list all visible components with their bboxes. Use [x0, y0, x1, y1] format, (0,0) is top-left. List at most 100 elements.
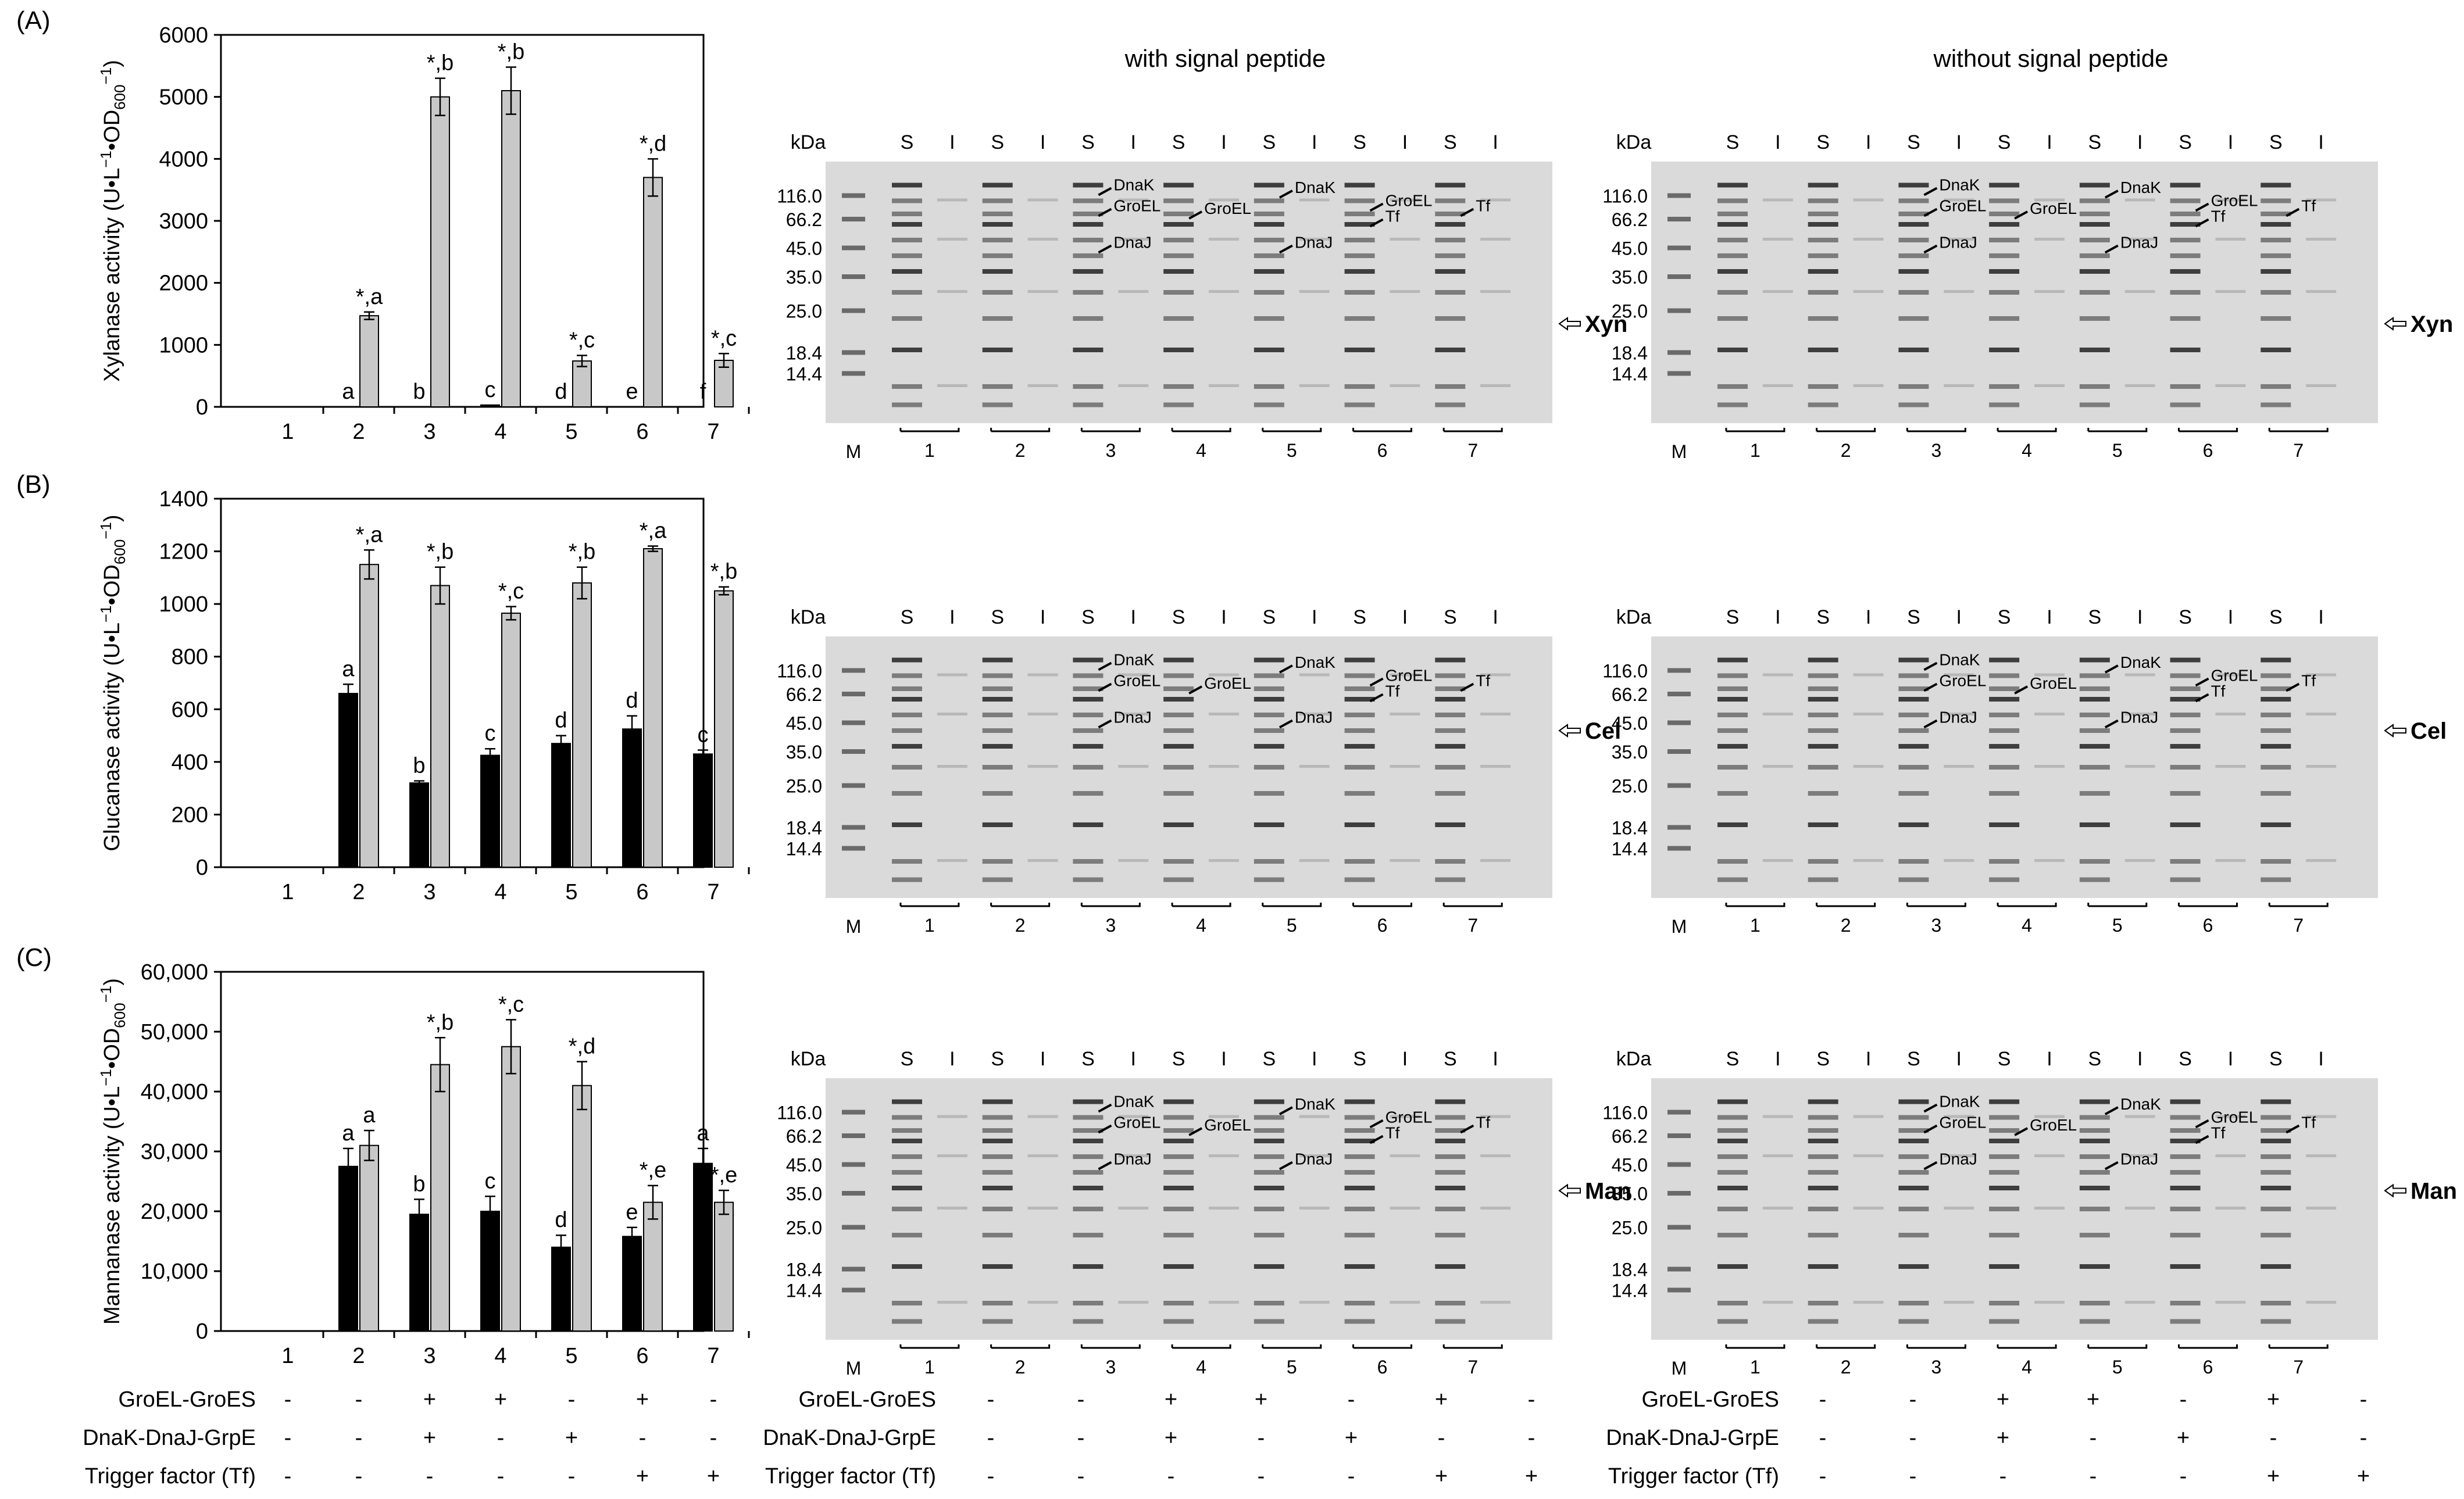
gel-1: kDa 116.066.2 45.0 35.0 25.0 18.414.4 S I S I S I S I… [777, 131, 1627, 462]
marker-label: 25.0 [786, 776, 822, 797]
protein-band [2079, 253, 2110, 258]
protein-band [2079, 212, 2110, 216]
bar [359, 315, 379, 408]
marker-band [842, 749, 865, 754]
protein-band [2306, 1301, 2337, 1304]
protein-band [2034, 1207, 2065, 1210]
lane-label: S [1907, 1048, 1920, 1070]
chaperone-label: DnaK [1295, 178, 1335, 196]
protein-band [892, 198, 922, 203]
protein-band [1989, 1154, 2020, 1159]
protein-band [1717, 253, 1748, 258]
significance-label: c [485, 721, 496, 746]
protein-band [2170, 822, 2201, 827]
protein-band [2306, 290, 2337, 293]
chaperone-arrow-icon [2195, 677, 2209, 687]
protein-band [1163, 290, 1194, 295]
condition-value: + [1997, 1426, 2009, 1450]
bar [693, 1162, 713, 1332]
protein-band [1898, 290, 1929, 295]
chaperone-label: GroEL [1113, 197, 1160, 215]
protein-band [1254, 728, 1284, 733]
chaperone-arrow-icon [1460, 682, 1474, 692]
condition-label: GroEL-GroES [1641, 1387, 1779, 1412]
protein-band [1717, 877, 1748, 882]
protein-band [1989, 791, 2020, 796]
protein-band [1762, 198, 1793, 202]
condition-value: - [284, 1387, 292, 1412]
protein-band [2079, 697, 2110, 702]
protein-band [1989, 1170, 2020, 1175]
protein-band [1073, 1319, 1104, 1324]
protein-band [982, 877, 1013, 882]
protein-band [1989, 402, 2020, 407]
y-tick-label: 200 [172, 803, 208, 827]
marker-label: 18.4 [1612, 1260, 1648, 1280]
protein-band [1344, 183, 1375, 188]
protein-band [2124, 673, 2155, 677]
protein-band [1898, 348, 1929, 352]
protein-band [982, 348, 1013, 352]
protein-band [1853, 238, 1884, 241]
protein-band [1254, 212, 1284, 216]
protein-band [1344, 791, 1375, 796]
protein-band [1435, 1301, 1466, 1305]
protein-band [1435, 1115, 1466, 1120]
protein-band [2034, 238, 2065, 241]
protein-band [2170, 1233, 2201, 1237]
protein-band [1944, 238, 1974, 241]
chaperone-arrow-icon [1098, 682, 1112, 692]
protein-band [1717, 316, 1748, 321]
group-label: 7 [1467, 1357, 1478, 1378]
group-label: 3 [1105, 1357, 1116, 1378]
protein-band [1762, 765, 1793, 768]
protein-band [1390, 198, 1420, 202]
lane-bracket [1352, 903, 1412, 907]
chaperone-arrow-icon [1098, 1161, 1112, 1171]
bar [551, 743, 571, 868]
lane-bracket [1262, 1344, 1322, 1349]
protein-band [2170, 673, 2201, 678]
group-label: 1 [1750, 1357, 1760, 1378]
protein-band [1944, 290, 1974, 293]
protein-band [1808, 1115, 1838, 1120]
chaperone-label: DnaK [1295, 653, 1335, 671]
protein-band [1073, 348, 1104, 352]
protein-band [892, 728, 922, 733]
bar [643, 177, 663, 407]
protein-band [1254, 713, 1284, 717]
protein-band [892, 222, 922, 227]
chaperone-label: DnaJ [2120, 1150, 2158, 1168]
chaperone-label: DnaK [1939, 651, 1980, 669]
protein-band [1344, 697, 1375, 702]
protein-band [1435, 1154, 1466, 1159]
ylabel-sub: 600 [111, 1003, 128, 1028]
ylabel-sup: −1 [97, 67, 115, 85]
protein-band [1209, 1301, 1239, 1304]
marker-band [842, 217, 865, 221]
chaperone-arrow-icon [1923, 187, 1938, 196]
protein-band [1989, 673, 2020, 678]
group-label: 5 [1287, 1357, 1297, 1378]
protein-band [1898, 222, 1929, 227]
protein-band [1989, 877, 2020, 882]
protein-band [2079, 1115, 2110, 1120]
chaperone-arrow-icon [1279, 244, 1293, 254]
chaperone-arrow-icon [1279, 664, 1293, 674]
lane-label: I [2318, 606, 2323, 628]
lane-bracket [1997, 428, 2057, 432]
protein-band [1163, 1099, 1194, 1104]
protein-band [982, 253, 1013, 258]
protein-band [1435, 316, 1466, 321]
chaperone-label: DnaK [2120, 178, 2161, 196]
protein-band [1163, 253, 1194, 258]
protein-band [1209, 384, 1239, 387]
protein-band [1808, 1264, 1838, 1269]
marker-band [842, 825, 865, 830]
marker-label: 25.0 [1612, 776, 1648, 797]
protein-band [1299, 673, 1330, 677]
protein-band [1254, 402, 1284, 407]
chaperone-arrow-icon [1188, 685, 1203, 695]
protein-band [1762, 673, 1793, 677]
lane-bracket [2087, 903, 2148, 907]
